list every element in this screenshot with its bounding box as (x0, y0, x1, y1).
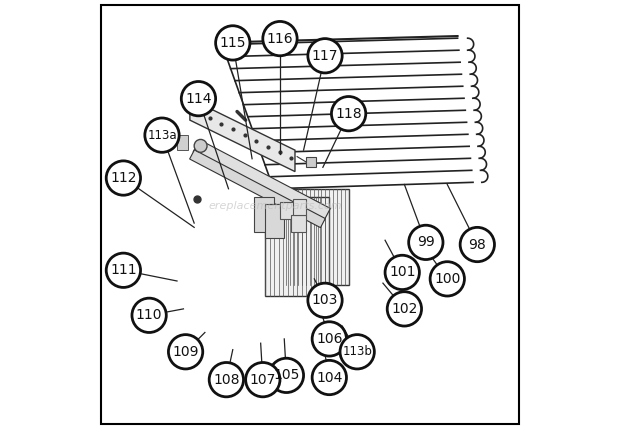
Bar (306, 157, 316, 167)
Circle shape (430, 262, 464, 296)
Text: ereplacementparts.com: ereplacementparts.com (209, 201, 342, 211)
Text: 100: 100 (434, 272, 461, 286)
Bar (177, 135, 188, 150)
Text: 107: 107 (250, 373, 276, 387)
Text: 110: 110 (136, 308, 162, 322)
Circle shape (340, 335, 374, 369)
Text: 116: 116 (267, 32, 293, 45)
Text: 109: 109 (172, 345, 199, 359)
Text: 112: 112 (110, 171, 136, 185)
Text: 98: 98 (469, 238, 486, 251)
Circle shape (388, 292, 422, 326)
Circle shape (308, 39, 342, 73)
Text: 105: 105 (273, 369, 299, 382)
Circle shape (216, 26, 250, 60)
Bar (291, 214, 306, 232)
Circle shape (132, 298, 166, 332)
Text: 104: 104 (316, 371, 342, 384)
Text: 118: 118 (335, 107, 362, 121)
Polygon shape (265, 197, 329, 296)
Bar (293, 199, 306, 214)
Circle shape (145, 118, 179, 152)
Text: 106: 106 (316, 332, 343, 346)
Polygon shape (190, 150, 326, 228)
Circle shape (106, 253, 141, 287)
Polygon shape (193, 140, 330, 221)
Text: 111: 111 (110, 263, 136, 277)
Circle shape (409, 225, 443, 260)
Text: 101: 101 (389, 266, 415, 279)
Circle shape (246, 363, 280, 397)
Circle shape (169, 335, 203, 369)
Circle shape (332, 97, 366, 131)
Circle shape (312, 322, 347, 356)
Circle shape (263, 21, 297, 56)
Text: 113a: 113a (147, 129, 177, 142)
Text: 113b: 113b (342, 345, 372, 358)
Ellipse shape (194, 139, 207, 152)
Circle shape (269, 358, 304, 393)
Polygon shape (190, 99, 295, 172)
Text: 117: 117 (312, 49, 339, 63)
Circle shape (181, 82, 216, 116)
Circle shape (209, 363, 244, 397)
Bar (280, 202, 297, 219)
Circle shape (312, 360, 347, 395)
Text: 103: 103 (312, 293, 338, 307)
Circle shape (460, 227, 495, 262)
Circle shape (106, 161, 141, 195)
Circle shape (308, 283, 342, 317)
Circle shape (385, 255, 419, 290)
Text: 99: 99 (417, 236, 435, 249)
Text: 102: 102 (391, 302, 417, 316)
Polygon shape (286, 189, 348, 285)
Polygon shape (254, 197, 273, 232)
Polygon shape (265, 204, 284, 238)
Text: 108: 108 (213, 373, 239, 387)
Text: 114: 114 (185, 92, 211, 106)
Text: 115: 115 (219, 36, 246, 50)
